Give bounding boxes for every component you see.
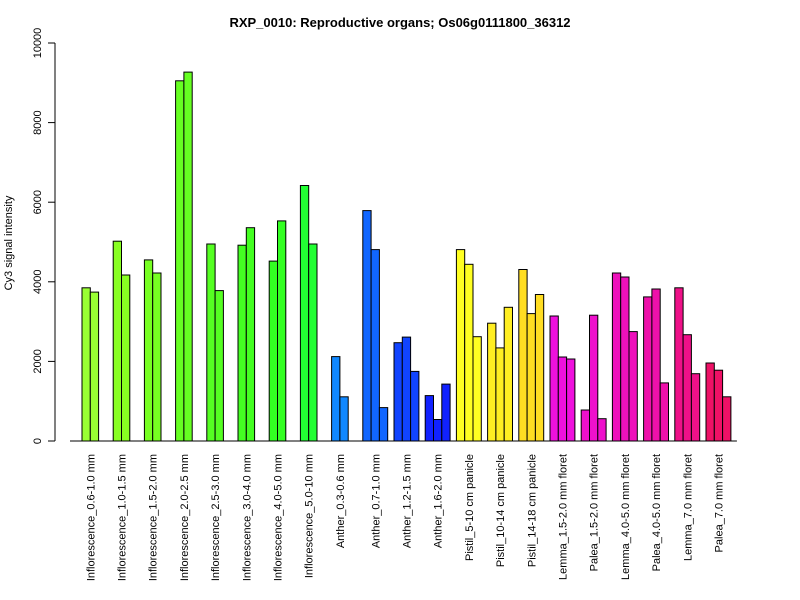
x-tick-label: Anther_0.3-0.6 mm xyxy=(335,454,347,548)
x-tick-label: Pistil_10-14 cm panicle xyxy=(495,454,507,567)
bar xyxy=(472,336,482,442)
bar xyxy=(713,369,724,442)
bar xyxy=(611,272,622,442)
x-tick-label: Inflorescence_1.0-1.5 mm xyxy=(117,454,129,581)
bar xyxy=(206,243,216,442)
bars xyxy=(81,71,732,442)
y-axis-label: Cy3 signal intensity xyxy=(3,195,15,290)
bar xyxy=(495,347,505,442)
bar xyxy=(690,373,701,442)
bar xyxy=(339,396,349,442)
bar xyxy=(81,287,91,442)
x-tick-label: Inflorescence_2.5-3.0 mm xyxy=(210,454,222,581)
bar xyxy=(682,334,692,442)
bar xyxy=(722,396,732,442)
x-tick-label: Inflorescence_2.0-2.5 mm xyxy=(179,454,191,581)
bar xyxy=(308,243,318,442)
bar xyxy=(268,260,279,442)
bar xyxy=(526,313,536,442)
bar xyxy=(433,419,443,442)
bar xyxy=(705,362,715,442)
bar xyxy=(152,272,162,442)
x-tick-label: Inflorescence_4.0-5.0 mm xyxy=(273,454,285,581)
bar xyxy=(518,269,528,442)
chart-title: RXP_0010: Reproductive organs; Os06g0111… xyxy=(229,15,570,30)
y-tick-label: 2000 xyxy=(32,349,44,373)
x-tick-label: Lemma_4.0-5.0 mm floret xyxy=(620,454,632,580)
bar xyxy=(643,296,653,442)
x-tick-label: Pistil_14-18 cm panicle xyxy=(526,454,538,567)
bar xyxy=(183,71,193,442)
y-tick-label: 6000 xyxy=(32,190,44,214)
bar xyxy=(659,382,670,442)
bar xyxy=(566,358,576,442)
y-tick-label: 8000 xyxy=(32,110,44,134)
bar xyxy=(549,315,559,442)
bar xyxy=(464,263,474,442)
bar xyxy=(362,210,372,442)
x-tick-label: Palea_4.0-5.0 mm floret xyxy=(651,454,663,571)
bar xyxy=(503,306,514,442)
x-tick-label: Lemma_7.0 mm floret xyxy=(682,454,694,561)
bar xyxy=(410,370,420,442)
bar xyxy=(237,244,247,442)
bar xyxy=(628,331,638,442)
bar xyxy=(214,290,224,442)
bar xyxy=(620,276,630,442)
y-tick-label: 10000 xyxy=(32,28,44,59)
bar xyxy=(534,294,545,442)
bar xyxy=(370,249,380,442)
y-tick-label: 4000 xyxy=(32,270,44,294)
x-tick-label: Inflorescence_1.5-2.0 mm xyxy=(148,454,160,581)
bar xyxy=(401,336,412,442)
x-tick-label: Anther_1.2-1.5 mm xyxy=(401,454,413,548)
bar xyxy=(378,407,389,442)
x-tick-label: Lemma_1.5-2.0 mm floret xyxy=(558,454,570,580)
bar xyxy=(589,314,599,442)
x-tick-label: Palea_7.0 mm floret xyxy=(714,454,726,552)
x-tick-label: Anther_1.6-2.0 mm xyxy=(433,454,445,548)
bar xyxy=(112,240,122,442)
bar xyxy=(424,395,435,442)
bar xyxy=(89,291,100,442)
bar xyxy=(277,220,287,442)
x-tick-label: Inflorescence_3.0-4.0 mm xyxy=(241,454,253,581)
y-tick-label: 0 xyxy=(32,438,44,444)
bar xyxy=(299,185,310,442)
bar xyxy=(455,249,466,442)
bar xyxy=(597,418,607,442)
bar xyxy=(674,287,684,442)
x-tick-label: Anther_0.7-1.0 mm xyxy=(370,454,382,548)
bar xyxy=(441,383,451,442)
bar xyxy=(121,274,131,442)
bar xyxy=(143,259,154,442)
bar xyxy=(393,342,403,442)
y-axis: 0 2000 4000 6000 8000 10000 xyxy=(32,28,56,444)
bar xyxy=(331,356,341,442)
bar xyxy=(651,288,661,442)
x-tick-label: Inflorescence_5.0-10 mm xyxy=(304,454,316,578)
bar xyxy=(175,80,185,442)
x-axis-labels: Inflorescence_0.6-1.0 mm Inflorescence_1.… xyxy=(85,454,725,581)
bar xyxy=(487,322,497,442)
x-tick-label: Palea_1.5-2.0 mm floret xyxy=(589,454,601,571)
x-tick-label: Pistil_5-10 cm panicle xyxy=(464,454,476,561)
x-tick-label: Inflorescence_0.6-1.0 mm xyxy=(85,454,97,581)
bar xyxy=(245,227,256,442)
bar xyxy=(580,409,591,442)
bar xyxy=(557,356,568,442)
